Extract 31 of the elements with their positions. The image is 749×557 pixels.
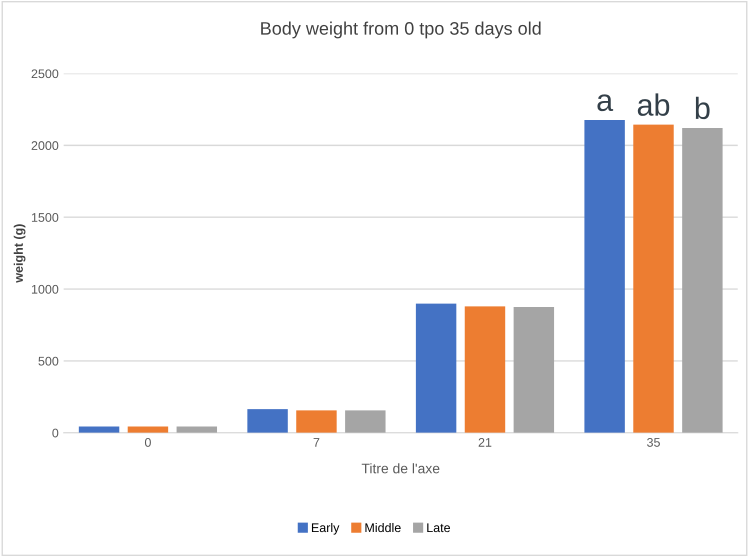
annotation: ab <box>638 93 670 116</box>
x-tick-label: 0 <box>144 438 151 447</box>
bar <box>128 426 168 433</box>
x-tick-label: 21 <box>478 438 492 447</box>
bar <box>247 409 288 433</box>
bar <box>176 426 218 433</box>
bar <box>296 410 337 433</box>
legend-label: Late <box>427 523 450 532</box>
y-axis-title: weight (g) <box>14 224 26 283</box>
bar <box>633 124 674 433</box>
y-tick-label: 500 <box>38 356 58 366</box>
bar <box>682 128 723 433</box>
bar <box>345 410 386 433</box>
legend-label: Middle <box>365 522 401 532</box>
bar <box>78 426 120 433</box>
bar <box>416 304 456 433</box>
x-tick-label: 35 <box>647 438 660 447</box>
y-tick-label: 2000 <box>32 141 58 150</box>
x-tick-label: 7 <box>314 438 320 447</box>
y-tick-label: 0 <box>52 428 58 438</box>
y-tick-label: 1000 <box>32 284 58 294</box>
chart-title: Body weight from 0 tpo 35 days old <box>261 22 541 38</box>
bar <box>584 120 625 433</box>
annotation: a <box>597 94 614 112</box>
bar <box>464 306 506 433</box>
legend-label: Early <box>312 522 340 535</box>
y-tick-label: 1500 <box>32 213 58 222</box>
annotation: b <box>696 96 710 120</box>
y-tick-label: 2500 <box>32 69 58 78</box>
bar <box>514 307 554 433</box>
x-axis-title: Titre de l'axe <box>362 463 440 474</box>
